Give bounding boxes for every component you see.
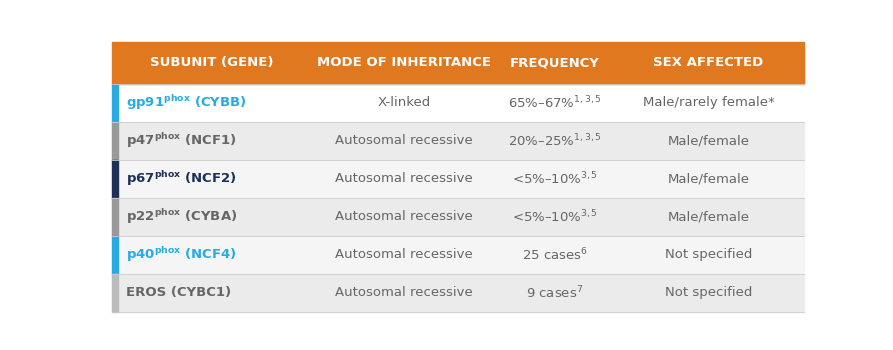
Text: FREQUENCY: FREQUENCY [510, 56, 599, 69]
Text: Autosomal recessive: Autosomal recessive [335, 248, 473, 261]
Text: Autosomal recessive: Autosomal recessive [335, 210, 473, 223]
Text: MODE OF INHERITANCE: MODE OF INHERITANCE [317, 56, 491, 69]
Text: SEX AFFECTED: SEX AFFECTED [654, 56, 764, 69]
Text: 9 cases$^{\mathregular{7}}$: 9 cases$^{\mathregular{7}}$ [526, 284, 583, 301]
Text: Male/female: Male/female [668, 134, 749, 147]
Text: X-linked: X-linked [378, 96, 430, 109]
Text: 20%–25%$^{\mathregular{1,3,5}}$: 20%–25%$^{\mathregular{1,3,5}}$ [507, 132, 602, 149]
Text: Male/female: Male/female [668, 172, 749, 185]
Text: p22$^{\mathregular{phox}}$ (CYBA): p22$^{\mathregular{phox}}$ (CYBA) [126, 207, 238, 226]
Text: Autosomal recessive: Autosomal recessive [335, 286, 473, 299]
Text: p67$^{\mathregular{phox}}$ (NCF2): p67$^{\mathregular{phox}}$ (NCF2) [126, 169, 237, 188]
Text: Autosomal recessive: Autosomal recessive [335, 172, 473, 185]
Text: SUBUNIT (GENE): SUBUNIT (GENE) [150, 56, 274, 69]
Bar [112, 274, 804, 312]
Text: EROS (CYBC1): EROS (CYBC1) [126, 286, 231, 299]
Bar [112, 160, 804, 198]
Text: Male/rarely female*: Male/rarely female* [643, 96, 774, 109]
Text: Not specified: Not specified [665, 248, 752, 261]
Bar [112, 42, 804, 84]
Text: p47$^{\mathregular{phox}}$ (NCF1): p47$^{\mathregular{phox}}$ (NCF1) [126, 131, 237, 150]
Bar [112, 122, 804, 160]
Bar [112, 198, 118, 236]
Bar [112, 274, 118, 312]
Text: <5%–10%$^{\mathregular{3,5}}$: <5%–10%$^{\mathregular{3,5}}$ [512, 170, 597, 187]
Bar [112, 84, 804, 122]
Bar [112, 236, 804, 274]
Text: Male/female: Male/female [668, 210, 749, 223]
Bar [112, 198, 804, 236]
Bar [112, 160, 118, 198]
Text: 25 cases$^{\mathregular{6}}$: 25 cases$^{\mathregular{6}}$ [522, 246, 588, 263]
Text: 65%–67%$^{\mathregular{1,3,5}}$: 65%–67%$^{\mathregular{1,3,5}}$ [507, 94, 602, 111]
Bar [112, 236, 118, 274]
Text: gp91$^{\mathregular{phox}}$ (CYBB): gp91$^{\mathregular{phox}}$ (CYBB) [126, 93, 246, 112]
Text: Not specified: Not specified [665, 286, 752, 299]
Text: p40$^{\mathregular{phox}}$ (NCF4): p40$^{\mathregular{phox}}$ (NCF4) [126, 245, 237, 264]
Text: Autosomal recessive: Autosomal recessive [335, 134, 473, 147]
Bar [112, 122, 118, 160]
Text: <5%–10%$^{\mathregular{3,5}}$: <5%–10%$^{\mathregular{3,5}}$ [512, 208, 597, 225]
Bar [112, 84, 118, 122]
